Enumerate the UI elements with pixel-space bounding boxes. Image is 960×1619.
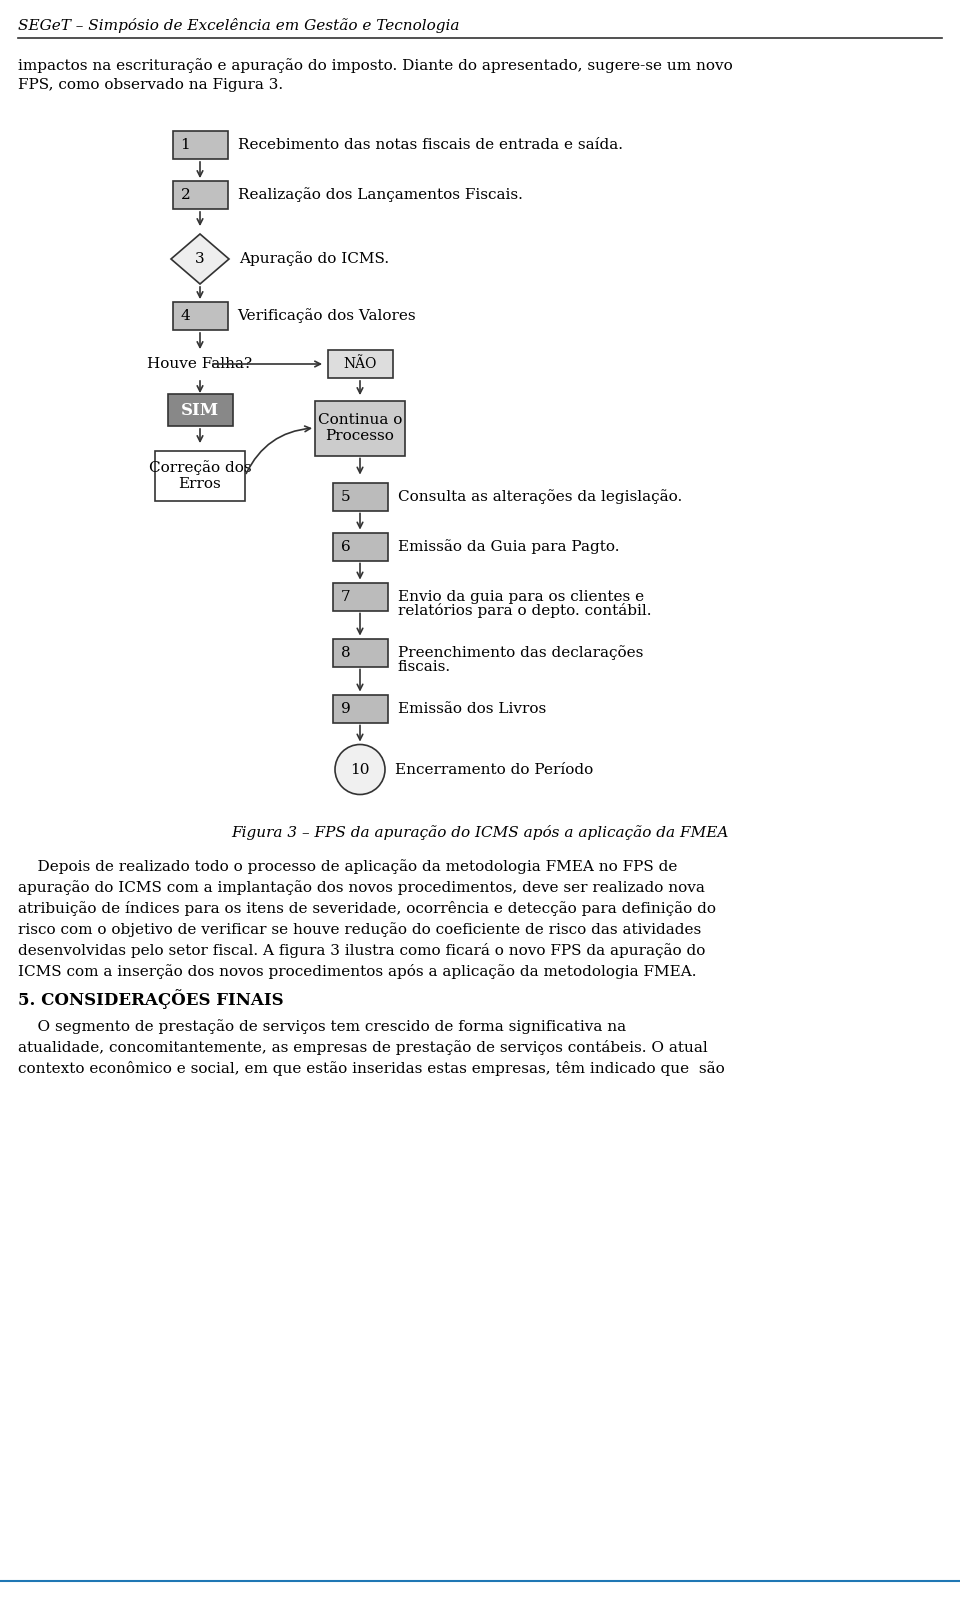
Text: 3: 3 [195, 253, 204, 266]
Text: Erros: Erros [179, 478, 222, 491]
Text: Emissão dos Livros: Emissão dos Livros [397, 701, 545, 716]
Text: fiscais.: fiscais. [397, 659, 450, 674]
FancyBboxPatch shape [332, 482, 388, 510]
Text: impactos na escrituração e apuração do imposto. Diante do apresentado, sugere-se: impactos na escrituração e apuração do i… [18, 58, 732, 92]
Text: Processo: Processo [325, 429, 395, 444]
Text: 6: 6 [341, 539, 350, 554]
Text: 2: 2 [180, 188, 190, 202]
FancyBboxPatch shape [173, 303, 228, 330]
Text: 9: 9 [341, 701, 350, 716]
FancyBboxPatch shape [332, 695, 388, 722]
Text: 10: 10 [350, 763, 370, 777]
Text: Emissão da Guia para Pagto.: Emissão da Guia para Pagto. [397, 539, 619, 554]
FancyBboxPatch shape [315, 400, 405, 455]
Text: O segmento de prestação de serviços tem crescido de forma significativa na
atual: O segmento de prestação de serviços tem … [18, 1020, 725, 1077]
Text: Figura 3 – FPS da apuração do ICMS após a aplicação da FMEA: Figura 3 – FPS da apuração do ICMS após … [231, 824, 729, 840]
Text: Realização dos Lançamentos Fiscais.: Realização dos Lançamentos Fiscais. [237, 188, 522, 202]
Text: 7: 7 [341, 589, 350, 604]
Text: 5: 5 [341, 489, 350, 504]
Text: Envio da guia para os clientes e: Envio da guia para os clientes e [397, 589, 643, 604]
FancyBboxPatch shape [155, 452, 245, 500]
Text: Consulta as alterações da legislação.: Consulta as alterações da legislação. [397, 489, 682, 504]
FancyBboxPatch shape [327, 350, 393, 377]
Text: Verificação dos Valores: Verificação dos Valores [237, 309, 416, 324]
Text: relatórios para o depto. contábil.: relatórios para o depto. contábil. [397, 602, 651, 618]
FancyBboxPatch shape [332, 583, 388, 610]
Text: NÃO: NÃO [344, 358, 376, 371]
Circle shape [335, 745, 385, 795]
Text: Encerramento do Período: Encerramento do Período [395, 763, 593, 777]
Text: Recebimento das notas fiscais de entrada e saída.: Recebimento das notas fiscais de entrada… [237, 138, 622, 152]
Text: 4: 4 [180, 309, 190, 324]
FancyBboxPatch shape [173, 181, 228, 209]
Text: 5. CONSIDERAÇÕES FINAIS: 5. CONSIDERAÇÕES FINAIS [18, 989, 283, 1010]
Text: Houve Falha?: Houve Falha? [148, 358, 252, 371]
Text: Correção dos: Correção dos [149, 460, 252, 476]
Text: Apuração do ICMS.: Apuração do ICMS. [239, 251, 389, 267]
Text: Continua o: Continua o [318, 413, 402, 427]
FancyBboxPatch shape [332, 533, 388, 560]
FancyBboxPatch shape [173, 131, 228, 159]
FancyBboxPatch shape [332, 638, 388, 667]
Text: SIM: SIM [180, 402, 219, 418]
Polygon shape [171, 235, 229, 283]
Text: SEGeT – Simpósio de Excelência em Gestão e Tecnologia: SEGeT – Simpósio de Excelência em Gestão… [18, 18, 460, 32]
FancyBboxPatch shape [167, 393, 232, 426]
Text: 1: 1 [180, 138, 190, 152]
Text: 8: 8 [341, 646, 350, 659]
Text: Depois de realizado todo o processo de aplicação da metodologia FMEA no FPS de
a: Depois de realizado todo o processo de a… [18, 860, 716, 979]
Text: Preenchimento das declarações: Preenchimento das declarações [397, 644, 643, 661]
